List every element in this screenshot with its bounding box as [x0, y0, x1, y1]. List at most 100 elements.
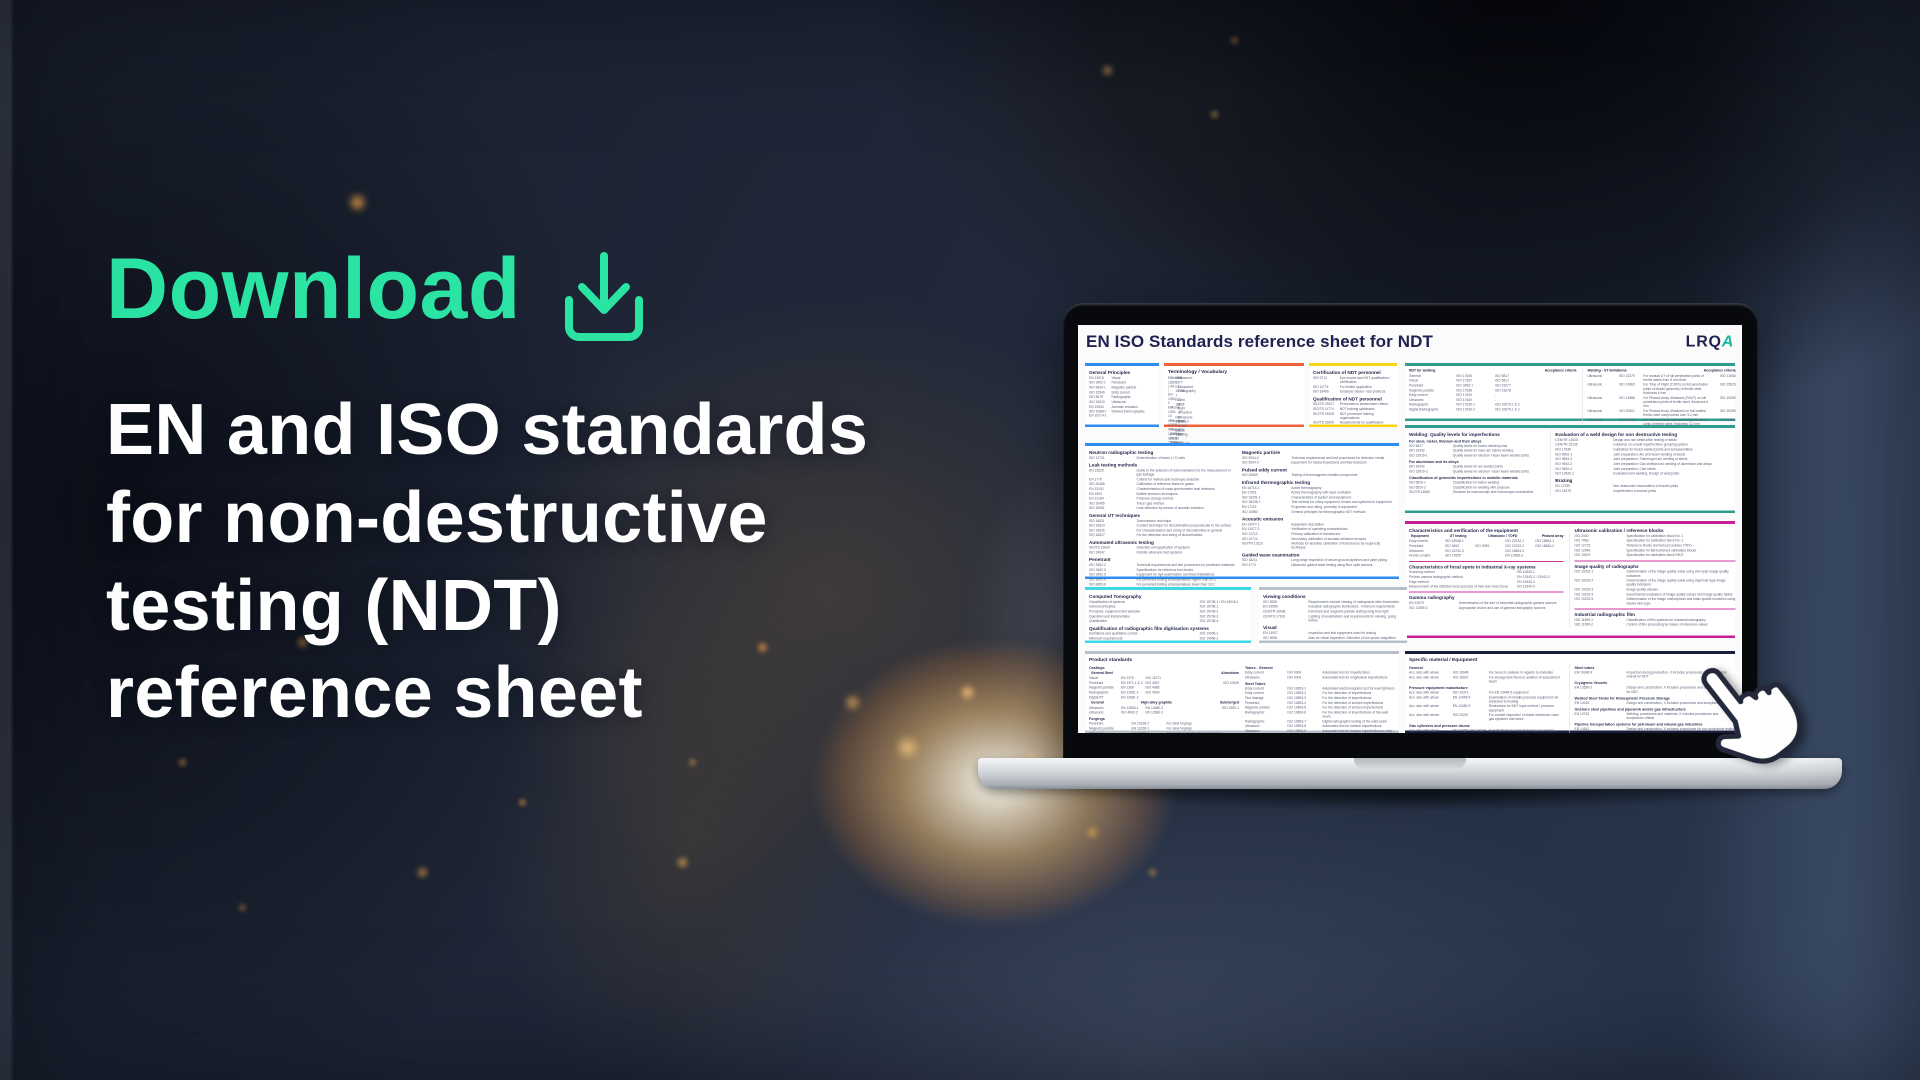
standard-row: Principles, equipment and samples ISO 157…	[1089, 610, 1219, 614]
hand-cursor-icon	[1701, 667, 1803, 764]
standard-row: ISO 16827 For the detection and sizing of…	[1089, 533, 1203, 538]
reference-sheet-document: EN ISO Standards reference sheet for NDT…	[1078, 325, 1742, 733]
section-heading: Magnetic particle	[1241, 449, 1281, 455]
standard-row: Ultrasonic ISO 20601 For Phased Array Ultr…	[1587, 409, 1736, 417]
standard-row: Acc. also with above ISO 16371 For EN 1344…	[1409, 690, 1529, 695]
standard-row: ISO 16823 Contact technique for discontin…	[1089, 524, 1232, 528]
sheet-section-cert: Certification of NDT personnel ISO 9712 Ey…	[1309, 363, 1397, 427]
standard-row: ISO 12714 Secondary calibration of acoust…	[1241, 537, 1367, 541]
standard-row: EN 13554 Acoustic emission	[1089, 405, 1138, 409]
standard-row: ISO 9934-1 Magnetic particle	[1089, 386, 1137, 390]
section-heading: Penetrant	[1089, 556, 1111, 563]
standard-row: EN 17501 Active thermography with laser e…	[1241, 491, 1352, 495]
standard-row: ISO 3058 Aids for visual inspection; Sele…	[1263, 636, 1396, 640]
standard-row: ISO 18251-1 Characteristics of system and…	[1241, 495, 1351, 500]
standard-row: ISO 20669 Testing of ferromagnetic metall…	[1241, 473, 1358, 478]
section-heading: Evaluation of a weld design for non dest…	[1555, 431, 1678, 437]
standard-row: Acc. also with above EN 14025 / ISO 18119…	[1409, 728, 1555, 733]
section-subheading: General	[1409, 665, 1423, 670]
standard-row: ISO 18211 Long range inspection of above-…	[1241, 558, 1387, 563]
standard-row: Measurement of the effective focal spot …	[1409, 585, 1535, 589]
standard-row: Eddy current ISO 10893-1 Automated electro…	[1244, 686, 1395, 691]
standard-row: ISO 3452-3 Specifications for reference t…	[1089, 568, 1193, 572]
section-heading: Infrared thermographic testing	[1241, 479, 1311, 485]
standard-row: ISO 13919-2 Quality levels for electron /…	[1409, 469, 1529, 474]
standard-row: ISO 13920-1 Evaluation and welding; Desig…	[1555, 472, 1680, 476]
section-heading: Pulsed eddy current	[1241, 466, 1287, 473]
section-subheading: For aluminium and its alloys	[1409, 459, 1459, 465]
section-heading: Automated ultrasonic testing	[1089, 539, 1154, 545]
standard-row: EN 25580 Industrial radiographic illumina…	[1263, 605, 1395, 609]
standard-row: EN 12799 Non destructive examination of b…	[1555, 484, 1678, 489]
section-heading: Acoustic emission	[1241, 515, 1284, 522]
standard-row: ISO 5579 Radiographic	[1089, 395, 1131, 400]
section-heading: Image quality of radiographs	[1574, 563, 1639, 569]
section-title: Specific material / Equipment	[1409, 657, 1478, 663]
standard-row: EN 17119 Properties and rating, proximity…	[1241, 505, 1357, 510]
section-heading: Ultrasonic calibration / reference block…	[1574, 527, 1664, 533]
section-heading: Qualification of radiographic film digit…	[1089, 625, 1209, 631]
standard-row: Minimum requirements ISO 14096-2	[1089, 636, 1219, 641]
standard-row: Eddy current ISO 9304 Automated test for i…	[1244, 670, 1370, 675]
standard-row: Digital Radiographic ISO 17636-2 ISO 10675…	[1409, 408, 1520, 412]
standard-row: ISO 3452-2 Technical requirements and tes…	[1089, 563, 1235, 568]
standard-row: ISO 6520-1 Classification for fusion weld…	[1409, 480, 1499, 485]
standard-row: Eddy current ISO 15548-1 ISO 22232-1 ISO 18…	[1409, 539, 1555, 544]
standard-row: EN 1330-8 Leak testing	[1175, 428, 1188, 441]
standard-row: Ultrasonic ISO 10893-8 Automated test for …	[1244, 724, 1382, 729]
standard-row: Eddy current ISO 17643-	[1409, 393, 1497, 398]
sheet-section-weld: NDT for welding Acceptance criteria Genera…	[1405, 363, 1736, 441]
standard-row: ISO 2400 Specification for calibration bl…	[1574, 534, 1684, 538]
standard-row: Ultrasonic EN 12680-1 EN 12680-3 ISO 4992-1	[1089, 706, 1239, 710]
standard-row: Ultrasonic ISO 23279 For manual UT of full…	[1587, 374, 1736, 382]
standard-row: ISO 9934-2 Technical requirements and tes…	[1241, 456, 1385, 460]
sheet-section-term: Terminology / Vocabulary EN 1330-1 / EN 1…	[1164, 363, 1304, 483]
standard-row: ISO 12713 Primary calibration of transduc…	[1241, 532, 1341, 536]
section-subheading: Gas cylinders and pressure drums	[1409, 723, 1470, 728]
standard-row: EN 13018 Visual	[1089, 376, 1121, 380]
column-header-row: Welding - UT limitations Acceptance crite…	[1587, 369, 1736, 373]
standard-row: EN 14015 Design and construction, X inclu…	[1574, 701, 1732, 705]
sheet-section-prod: Product standards Castings General Steel Al…	[1085, 651, 1399, 733]
standard-row: Penetrant ISO 3453 ISO 3059 ISO 22232-2 ISO …	[1409, 544, 1555, 549]
standard-row: Acc. also with above ISO 16827 For storage…	[1409, 675, 1560, 684]
standard-row: ISO 19232-5 Determination of the image un…	[1574, 597, 1736, 606]
standard-row: ISO 10880 General principles for thermogr…	[1241, 510, 1366, 514]
sheet-section-ct: Computed Tomography Classification of sys…	[1085, 587, 1251, 643]
section-subheading: Welded Steel Tanks for Atmospheric Press…	[1574, 695, 1670, 701]
standard-row: Operation and interpretation ISO 15708-3	[1089, 614, 1219, 619]
laptop-base	[978, 758, 1842, 789]
standard-row: ISO 11699-3 Appropriate choice and use of…	[1409, 606, 1546, 610]
section-title: Product standards	[1089, 657, 1133, 663]
standard-row: EN 1330-10 Visual	[1168, 406, 1180, 418]
column-header-row: NDT for welding Acceptance criteria	[1409, 369, 1577, 373]
title-line: testing (NDT)	[106, 565, 562, 646]
standard-row: Magnetic particle EN 10228-1 For steel for…	[1089, 726, 1192, 731]
standard-row: Acc. also with above EN 13480-5 Restrictio…	[1409, 704, 1554, 713]
title-line: for non-destructive	[106, 477, 768, 558]
standard-row: ISO 19232-2 Determination of the image qu…	[1574, 579, 1726, 587]
standard-row: ISO 9934-3 Equipment for media inspection…	[1241, 461, 1367, 465]
standard-row: ISO 12715 Reference blocks and test proce…	[1574, 544, 1692, 548]
standard-row: ISO 15708-1 Computed Tomography	[1175, 385, 1196, 398]
section-heading: Visual	[1263, 624, 1277, 631]
standard-row: ISO 19232-4 Experimental evaluation of im…	[1574, 592, 1733, 597]
standard-row: CEN/TS 17100 Lighting of workstations and…	[1263, 614, 1396, 623]
section-heading: Computed Tomography	[1089, 593, 1142, 599]
standard-row: EN 12679 Determination of the size of ind…	[1409, 601, 1557, 606]
download-cta[interactable]: Download	[106, 246, 926, 347]
standard-row: ISO 16810 Ultrasonic	[1089, 400, 1127, 404]
sheet-section-gp: General Principles EN 13018 Visual ISO 3452…	[1085, 363, 1159, 427]
standard-row: Ultrasonic ISO 9303 Automated test for lon…	[1244, 675, 1388, 680]
standard-row: Ferrite content ISO 17655 EN 12668-3	[1409, 554, 1523, 558]
standard-row: ISO 3059 Requirements include viewing of …	[1263, 600, 1400, 604]
standard-row: EN 13927 Inspection and test equipment us…	[1263, 631, 1376, 635]
standard-row: ISO 6520-2 Classification for welding wit…	[1409, 485, 1510, 490]
section-heading: Welding: Quality levels for imperfection…	[1409, 431, 1500, 437]
standard-row: Scanning method EN 12543-1	[1409, 570, 1535, 575]
standard-row: ISO 17635 Guidelines for fusion-welded jo…	[1555, 448, 1693, 452]
standard-row: Visual EN 1370 ISO 11971	[1089, 676, 1161, 681]
standard-row: ISO 7963 Specification for calibration bl…	[1574, 539, 1684, 543]
standard-row: EN 1330-1 / EN 1330-2 General / All	[1168, 376, 1183, 405]
